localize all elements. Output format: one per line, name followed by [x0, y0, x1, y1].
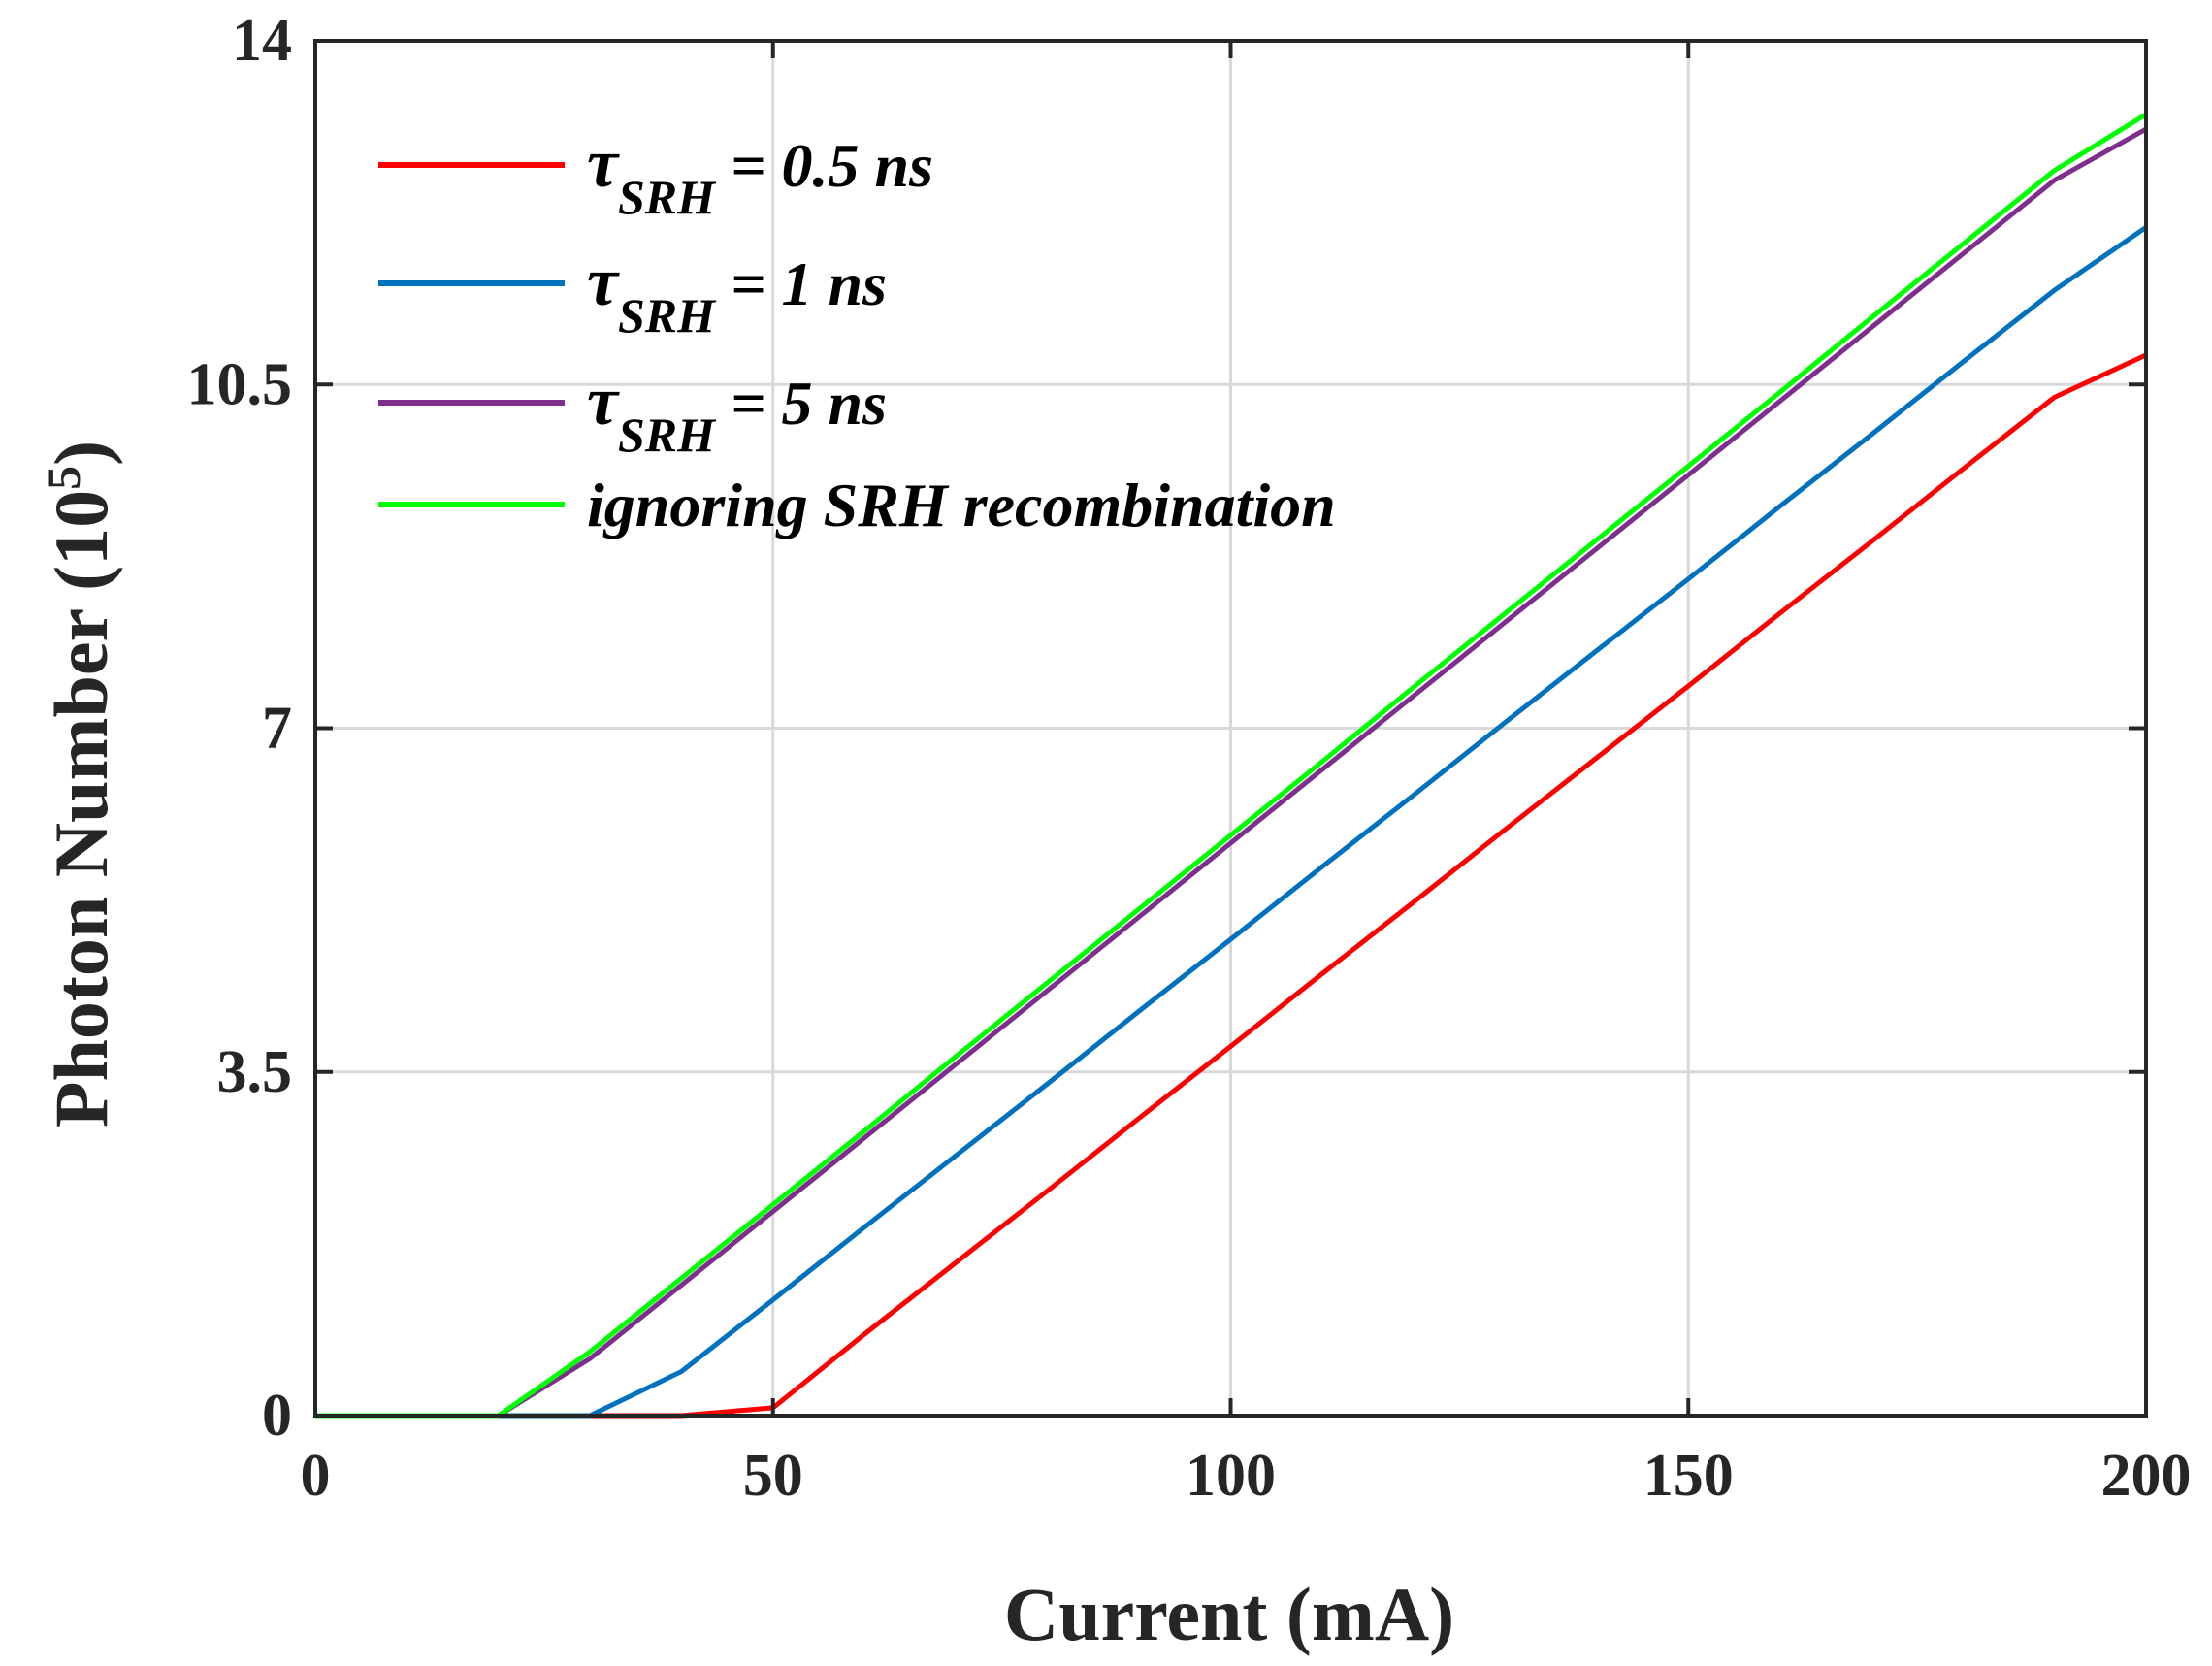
legend-label-0: τSRH = 0.5 ns — [587, 124, 933, 224]
legend-label-3: ignoring SRH recombination — [587, 471, 1336, 539]
grid-lines — [315, 41, 2146, 1416]
y-tick-label-4: 14 — [232, 8, 292, 74]
series-line-2 — [315, 126, 2148, 1419]
legend-sub-2: SRH — [618, 408, 717, 462]
legend-suffix-1: = 1 ns — [715, 249, 887, 318]
y-tick-label-3: 10.5 — [187, 351, 293, 417]
legend-suffix-0: = 0.5 ns — [715, 131, 933, 200]
legend-tau-1: τ — [587, 243, 620, 320]
axes — [313, 39, 2148, 1418]
y-axis-label-exponent: 5 — [36, 466, 90, 490]
legend-sub-1: SRH — [618, 288, 717, 343]
tick-labels: 0 50 100 150 200 0 3.5 7 10.5 14 — [187, 8, 2192, 1509]
x-axis-label: Current (mA) — [1004, 1572, 1454, 1656]
legend-suffix-3: ignoring SRH recombination — [587, 471, 1336, 539]
legend-tau-2: τ — [587, 362, 620, 440]
y-tick-label-2: 7 — [262, 696, 292, 762]
series-line-1 — [315, 225, 2148, 1419]
y-axis-label: Photon Number (105) — [36, 441, 123, 1127]
x-tick-label-2: 100 — [1186, 1443, 1276, 1509]
legend-label-2: τSRH = 5 ns — [587, 362, 887, 462]
legend-sub-0: SRH — [618, 170, 717, 224]
x-tick-label-0: 0 — [301, 1443, 331, 1509]
y-tick-label-0: 0 — [262, 1383, 292, 1449]
y-axis-label-main: Photon Number (10 — [39, 490, 123, 1127]
x-tick-label-3: 150 — [1643, 1443, 1734, 1509]
legend-label-1: τSRH = 1 ns — [587, 243, 887, 343]
x-tick-label-1: 50 — [743, 1443, 803, 1509]
legend-suffix-2: = 5 ns — [715, 369, 887, 438]
legend-tau-0: τ — [587, 124, 620, 202]
x-tick-label-4: 200 — [2101, 1443, 2192, 1509]
y-tick-label-1: 3.5 — [217, 1039, 293, 1105]
y-axis-label-close: ) — [39, 441, 123, 466]
series-line-3 — [315, 112, 2148, 1419]
